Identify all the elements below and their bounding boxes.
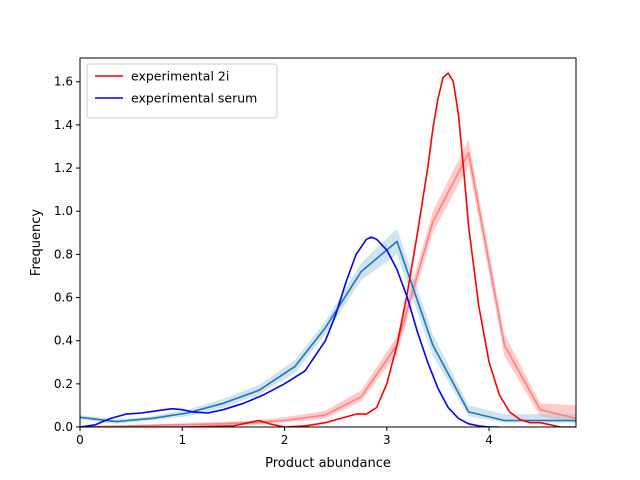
series-lines [80,72,576,427]
x-tick-label: 1 [178,433,186,447]
x-tick-label: 4 [485,433,493,447]
y-tick-label: 0.6 [54,291,73,305]
legend-label: experimental 2i [131,69,229,84]
series-line-3 [80,240,576,423]
x-tick-label: 3 [383,433,391,447]
y-tick-label: 0.4 [54,334,73,348]
y-tick-label: 1.0 [54,204,73,218]
legend-label: experimental serum [131,91,257,106]
x-tick-label: 2 [281,433,289,447]
x-tick-label: 0 [76,433,84,447]
y-tick-label: 1.2 [54,161,73,175]
legend-box [86,63,278,119]
y-tick-label: 0.0 [54,420,73,434]
y-tick-label: 0.8 [54,247,73,261]
series-line-0 [80,72,576,427]
legend: experimental 2i experimental serum [86,63,278,119]
y-tick-label: 0.2 [54,377,73,391]
y-tick-label: 1.6 [54,75,73,89]
x-axis-label: Product abundance [265,456,391,471]
y-tick-label: 1.4 [54,118,73,132]
band-3 [80,228,576,424]
confidence-bands [80,140,576,427]
plot-frame [79,57,577,428]
y-axis-label: Frequency [29,209,44,276]
y-axis-ticks: 0.0 0.2 0.4 0.6 0.8 1.0 1.2 1.4 1.6 [54,75,80,434]
x-axis-ticks: 0 1 2 3 4 [76,427,493,447]
series-line-1 [80,236,500,427]
